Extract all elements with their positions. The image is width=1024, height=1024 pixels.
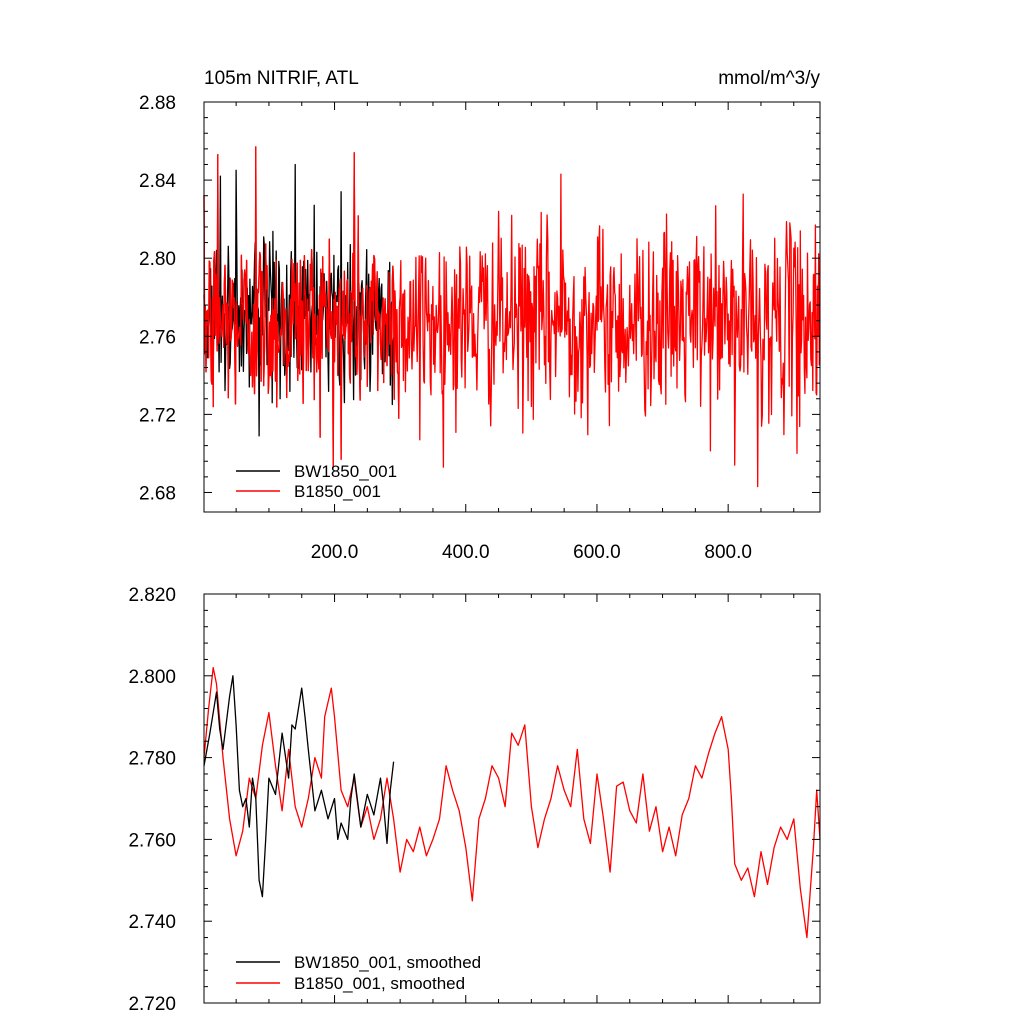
bottom-series-layer: [203, 666, 821, 939]
bottom-legend: BW1850_001, smoothed B1850_001, smoothed: [236, 953, 481, 993]
top-panel-units: mmol/m^3/y: [718, 68, 820, 89]
bottom-y-tick-label: 2.780: [128, 749, 176, 770]
bottom-y-tick-label: 2.820: [128, 585, 176, 606]
series-line-bw1850-smoothed: [203, 675, 395, 898]
top-x-tick-label: 200.0: [311, 542, 359, 563]
top-y-tick-label: 2.80: [139, 249, 176, 270]
top-y-tick-label: 2.84: [139, 171, 176, 192]
top-x-tick-label: 400.0: [442, 542, 490, 563]
bottom-tick-layer: 2.720 2.740 2.760 2.780 2.800 2.820: [128, 585, 820, 1015]
top-plot-frame: [203, 101, 821, 513]
legend-label-b1850-smoothed: B1850_001, smoothed: [294, 974, 465, 993]
bottom-y-tick-label: 2.760: [128, 830, 176, 851]
bottom-y-tick-label: 2.720: [128, 994, 176, 1015]
top-series-layer: [203, 146, 821, 488]
legend-label-bw1850: BW1850_001: [294, 462, 397, 481]
bottom-plot-frame: [203, 593, 821, 1004]
top-legend: BW1850_001 B1850_001: [236, 462, 397, 501]
legend-label-b1850: B1850_001: [294, 482, 381, 501]
top-y-tick-label: 2.68: [139, 483, 176, 504]
top-y-tick-label: 2.76: [139, 327, 176, 348]
bottom-y-tick-label: 2.800: [128, 667, 176, 688]
top-y-tick-label: 2.88: [139, 93, 176, 114]
top-y-tick-label: 2.72: [139, 405, 176, 426]
top-panel-title: 105m NITRIF, ATL: [204, 68, 359, 89]
top-panel: 105m NITRIF, ATL mmol/m^3/y 2.68 2.72 2.76…: [139, 68, 821, 563]
top-x-tick-label: 800.0: [704, 542, 752, 563]
legend-label-bw1850-smoothed: BW1850_001, smoothed: [294, 953, 481, 972]
top-tick-layer: 2.68 2.72 2.76 2.80 2.84 2.88 200.0 400.0 600.0 8…: [139, 93, 820, 563]
bottom-panel: 2.720 2.740 2.760 2.780 2.800 2.820 BW1850_00…: [128, 585, 821, 1015]
series-line-b1850-smoothed: [203, 666, 821, 939]
bottom-y-tick-label: 2.740: [128, 912, 176, 933]
top-x-tick-label: 600.0: [573, 542, 621, 563]
series-line-b1850-overlap: [203, 146, 401, 468]
